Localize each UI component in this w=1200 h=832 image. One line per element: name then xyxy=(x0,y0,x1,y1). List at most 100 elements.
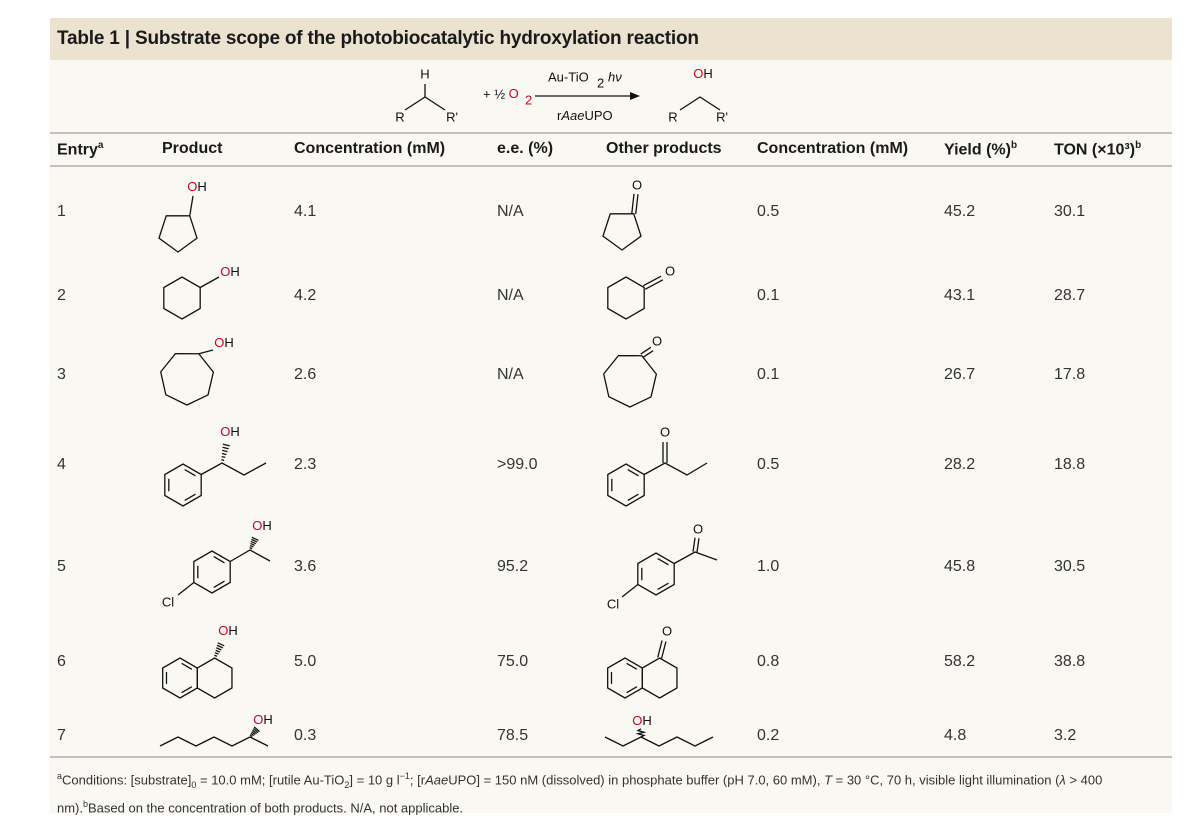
column-header: Concentration (mM) xyxy=(757,140,908,158)
footnote-part: ; [r xyxy=(409,772,426,788)
ring xyxy=(641,657,678,699)
enzyme-prefix: r xyxy=(557,108,562,123)
bond xyxy=(250,542,255,546)
bond xyxy=(679,96,721,111)
header-text: Entry xyxy=(57,141,98,159)
entry: 3 xyxy=(57,366,66,383)
ring xyxy=(196,657,233,699)
atom-label: R' xyxy=(716,109,728,124)
ring xyxy=(607,657,643,699)
bond xyxy=(214,652,219,655)
header-text: e.e. (%) xyxy=(497,140,554,157)
ee: 78.5 xyxy=(497,727,529,744)
other-concentration: 0.2 xyxy=(757,727,780,744)
ton: 30.1 xyxy=(1054,203,1086,220)
ring xyxy=(607,276,645,320)
header-sup: a xyxy=(97,140,104,151)
header-sup: b xyxy=(1135,140,1142,151)
other-concentration: 0.1 xyxy=(757,366,780,383)
entry: 7 xyxy=(57,727,66,744)
ring xyxy=(193,550,231,594)
bond xyxy=(200,462,267,476)
ring xyxy=(603,354,658,408)
atom-label: OH xyxy=(187,179,207,194)
bond xyxy=(627,469,639,477)
title-label: Table 1 xyxy=(57,28,120,49)
atom-label: O xyxy=(660,424,670,439)
atom-label: Cl xyxy=(162,594,174,609)
concentration: 3.6 xyxy=(294,558,317,575)
bond xyxy=(631,193,635,214)
footnote-part: Conditions: [substrate] xyxy=(62,772,192,788)
ring xyxy=(162,657,198,699)
bond xyxy=(177,581,195,596)
other-concentration: 0.5 xyxy=(757,203,780,220)
bond xyxy=(621,583,639,598)
concentration: 4.2 xyxy=(294,287,317,304)
footnote: aConditions: [substrate]0 = 10.0 mM; [ru… xyxy=(57,767,1167,817)
bond xyxy=(253,726,260,733)
footnote-part: T xyxy=(824,772,833,788)
ring xyxy=(607,463,645,507)
atom-label: OH xyxy=(220,424,240,439)
bond xyxy=(251,536,259,541)
ton: 30.5 xyxy=(1054,558,1086,575)
entry: 4 xyxy=(57,456,66,473)
bond xyxy=(643,462,708,476)
footnote-part: UPO] = 150 nM (dissolved) in phosphate b… xyxy=(448,772,825,788)
bond xyxy=(657,582,669,590)
entry: 2 xyxy=(57,287,66,304)
oxidant-sub: 2 xyxy=(525,92,532,107)
ton: 17.8 xyxy=(1054,366,1086,383)
atom-label: H xyxy=(420,66,429,81)
bond xyxy=(251,731,256,736)
ring xyxy=(163,276,201,320)
yield: 4.8 xyxy=(944,727,967,744)
bond xyxy=(660,641,667,659)
header-text: Concentration (mM) xyxy=(757,140,909,157)
footnote-part: −1 xyxy=(399,771,410,781)
ring xyxy=(164,463,202,507)
bond xyxy=(626,662,638,670)
title-text: Substrate scope of the photobiocatalytic… xyxy=(134,28,699,49)
footnote-part: = 30 °C, 70 h, visible light illuminatio… xyxy=(832,772,1060,788)
catalyst-sub: 2 xyxy=(597,75,604,90)
bond xyxy=(644,279,664,290)
bond xyxy=(216,647,222,651)
atom-label: O xyxy=(632,177,642,192)
ee: N/A xyxy=(497,203,524,220)
bond xyxy=(404,96,446,111)
ee: N/A xyxy=(497,287,524,304)
atom-label: O xyxy=(662,623,672,638)
column-header: Entrya xyxy=(57,140,103,159)
other-concentration: 0.1 xyxy=(757,287,780,304)
ton: 18.8 xyxy=(1054,456,1086,473)
bond xyxy=(250,540,257,545)
bond xyxy=(181,686,193,694)
atom-label: O xyxy=(665,263,675,278)
header-text: Concentration (mM) xyxy=(294,140,446,157)
table-title: Table 1 | Substrate scope of the photobi… xyxy=(57,28,699,50)
bond xyxy=(215,649,221,653)
bond xyxy=(626,686,638,694)
bond xyxy=(159,736,269,747)
bond xyxy=(640,346,652,355)
column-header: Concentration (mM) xyxy=(294,140,445,158)
yield: 43.1 xyxy=(944,287,976,304)
bond xyxy=(189,195,194,216)
header-text: TON (×10³) xyxy=(1054,141,1136,159)
bond xyxy=(635,194,639,215)
other-concentration: 1.0 xyxy=(757,558,780,575)
footnote-part: ] = 10 g l xyxy=(349,772,400,788)
bond xyxy=(217,642,225,647)
ring xyxy=(602,213,642,251)
ton: 3.2 xyxy=(1054,727,1077,744)
concentration: 0.3 xyxy=(294,727,317,744)
bond xyxy=(627,493,639,501)
bond xyxy=(222,446,229,450)
bond xyxy=(181,662,193,670)
entry: 1 xyxy=(57,203,66,220)
oxidant: + ½ O xyxy=(483,86,519,101)
atom-label: OH xyxy=(252,518,272,533)
